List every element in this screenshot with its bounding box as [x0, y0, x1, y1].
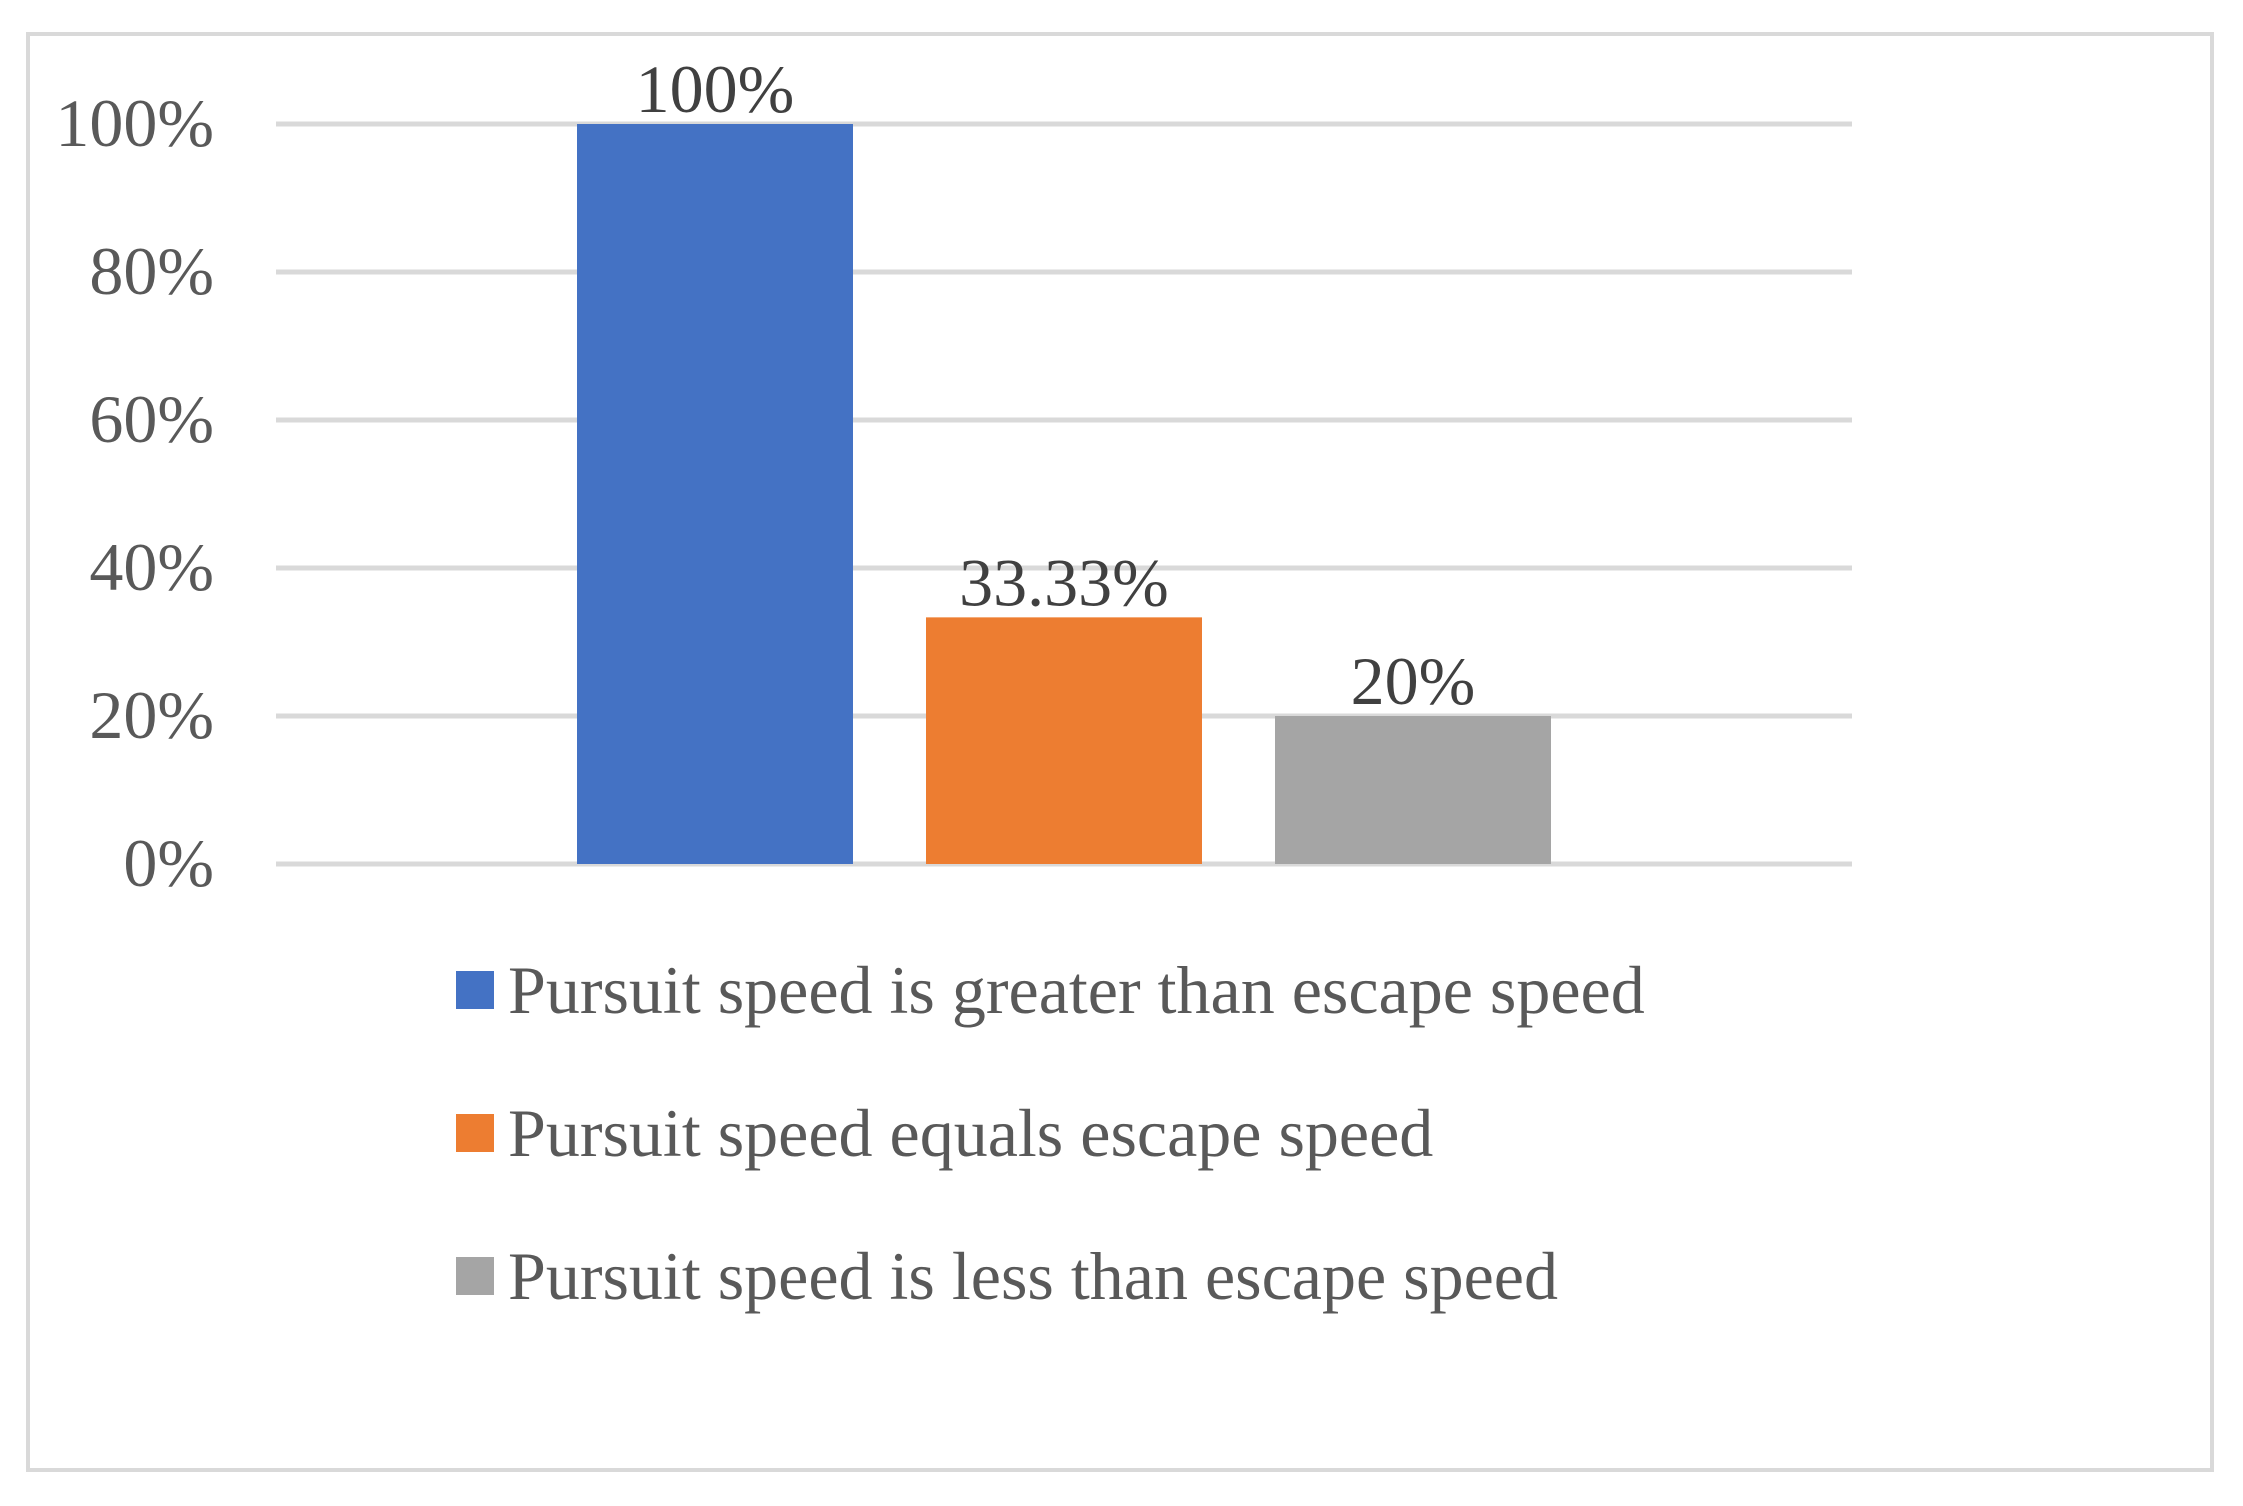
legend: Pursuit speed is greater than escape spe…	[456, 952, 1645, 1314]
y-tick-label: 20%	[89, 677, 214, 753]
data-label-2: 33.33%	[959, 544, 1169, 620]
y-tick-label: 0%	[123, 825, 214, 901]
y-tick-label: 60%	[89, 381, 214, 457]
legend-label-1: Pursuit speed is greater than escape spe…	[508, 952, 1645, 1028]
y-tick-label: 40%	[89, 529, 214, 605]
bar-2	[926, 617, 1202, 864]
y-axis-tick-labels: 0% 20% 40% 60% 80% 100%	[55, 85, 214, 901]
data-labels: 100% 33.33% 20%	[636, 51, 1476, 719]
y-tick-label: 80%	[89, 233, 214, 309]
y-tick-label: 100%	[55, 85, 214, 161]
legend-label-2: Pursuit speed equals escape speed	[508, 1095, 1433, 1171]
bar-1	[577, 124, 853, 864]
bars	[577, 124, 1551, 864]
legend-label-3: Pursuit speed is less than escape speed	[508, 1238, 1558, 1314]
data-label-3: 20%	[1351, 643, 1476, 719]
bar-3	[1275, 716, 1551, 864]
legend-swatch-2	[456, 1114, 494, 1152]
legend-swatch-3	[456, 1257, 494, 1295]
legend-swatch-1	[456, 971, 494, 1009]
gridlines	[276, 121, 1852, 867]
data-label-1: 100%	[636, 51, 795, 127]
